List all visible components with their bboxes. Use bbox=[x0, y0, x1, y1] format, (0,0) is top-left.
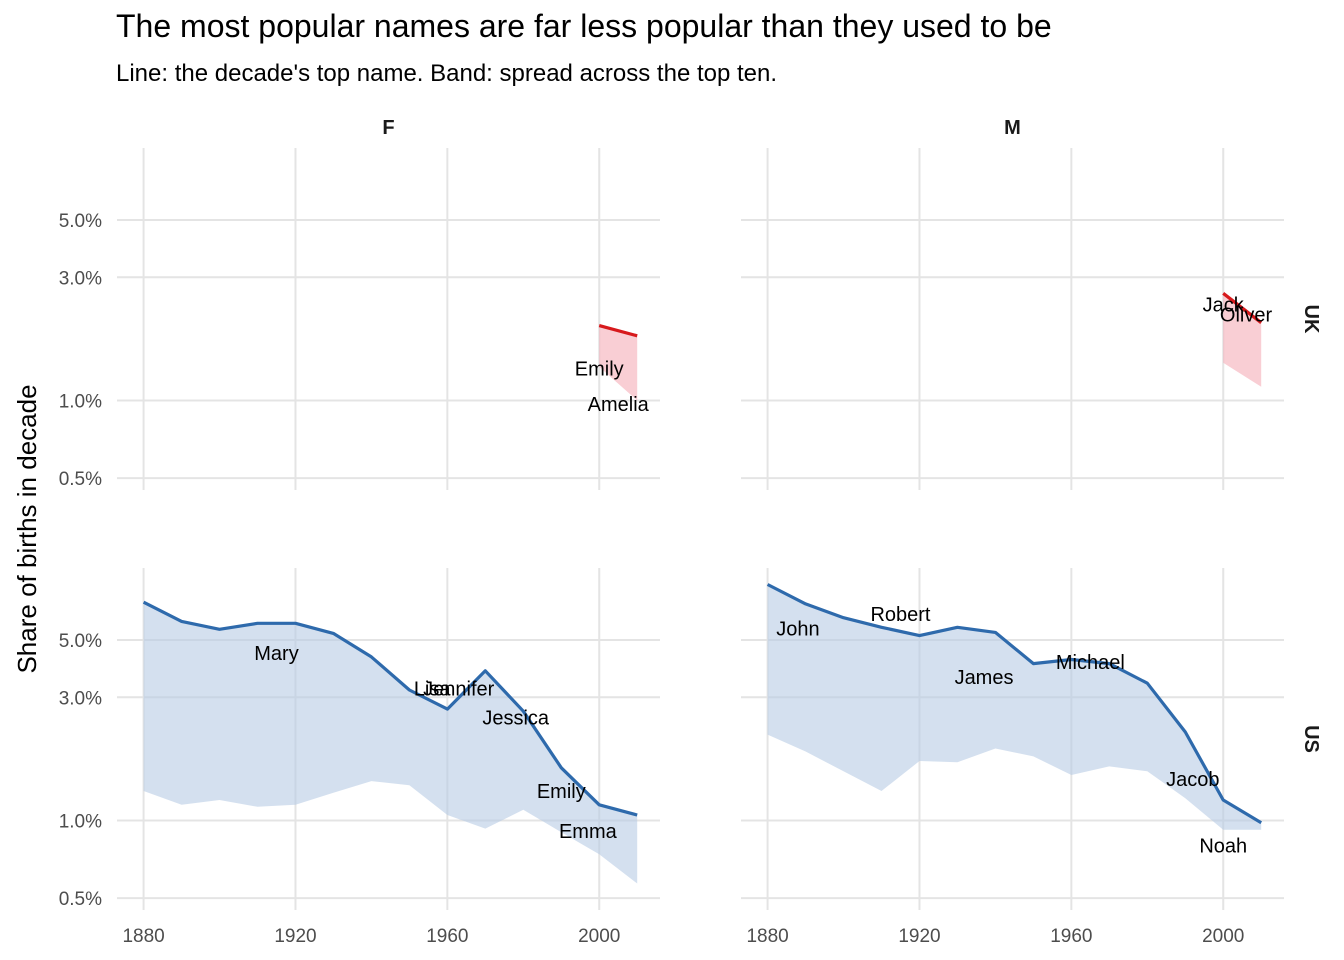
x-tick-label: 1960 bbox=[1050, 926, 1092, 947]
chart-title: The most popular names are far less popu… bbox=[116, 8, 1052, 44]
name-label-mary: Mary bbox=[254, 643, 298, 665]
top-name-line bbox=[598, 324, 638, 338]
y-tick-label: 0.5% bbox=[59, 469, 102, 490]
name-label-jacob: Jacob bbox=[1166, 769, 1219, 791]
x-tick-label: 1880 bbox=[746, 926, 788, 947]
x-tick-label: 1960 bbox=[426, 926, 468, 947]
spread-band bbox=[143, 602, 638, 884]
y-tick-label: 3.0% bbox=[59, 688, 102, 709]
name-label-emily: Emily bbox=[537, 781, 586, 803]
y-tick-label: 1.0% bbox=[59, 391, 102, 412]
name-label-lisa: Lisa bbox=[414, 678, 452, 700]
top-name-line bbox=[766, 583, 1263, 825]
name-label-michael: Michael bbox=[1056, 652, 1125, 674]
facet-strip-f: F bbox=[382, 117, 394, 139]
facet-strip-m: M bbox=[1004, 117, 1021, 139]
spread-band bbox=[599, 325, 638, 401]
name-label-noah: Noah bbox=[1199, 835, 1247, 857]
name-label-amelia: Amelia bbox=[588, 394, 650, 416]
top-name-line bbox=[1222, 292, 1263, 324]
chart-subtitle: Line: the decade's top name. Band: sprea… bbox=[116, 60, 778, 87]
panel-uk-f: Emily Amelia 0.5% 1.0% 3.0% 5.0% bbox=[59, 148, 660, 490]
top-name-line bbox=[142, 600, 638, 817]
facet-strip-uk: UK bbox=[1300, 305, 1322, 334]
spread-band bbox=[767, 584, 1262, 830]
y-tick-label: 1.0% bbox=[59, 811, 102, 832]
name-label-jack: Jack bbox=[1203, 295, 1245, 317]
name-label-emily: Emily bbox=[575, 358, 624, 380]
facet-strip-us: US bbox=[1300, 725, 1322, 753]
y-tick-label: 3.0% bbox=[59, 268, 102, 289]
x-tick-label: 1920 bbox=[274, 926, 316, 947]
name-label-oliver: Oliver bbox=[1220, 305, 1273, 327]
x-tick-label: 2000 bbox=[1202, 926, 1244, 947]
y-tick-label: 5.0% bbox=[59, 631, 102, 652]
name-label-john: John bbox=[776, 618, 819, 640]
y-tick-label: 0.5% bbox=[59, 889, 102, 910]
panel-us-m: John Robert James Michael Jacob Noah 1880 1920 1… bbox=[741, 568, 1284, 947]
name-label-emma: Emma bbox=[559, 821, 618, 843]
name-label-james: James bbox=[955, 667, 1014, 689]
name-label-robert: Robert bbox=[870, 604, 930, 626]
y-tick-label: 5.0% bbox=[59, 211, 102, 232]
x-tick-label: 1920 bbox=[898, 926, 940, 947]
x-tick-label: 2000 bbox=[578, 926, 620, 947]
name-label-jessica: Jessica bbox=[482, 708, 550, 730]
x-tick-label: 1880 bbox=[122, 926, 164, 947]
name-label-jennifer: Jennifer bbox=[423, 678, 494, 700]
y-axis-label: Share of births in decade bbox=[12, 384, 42, 673]
